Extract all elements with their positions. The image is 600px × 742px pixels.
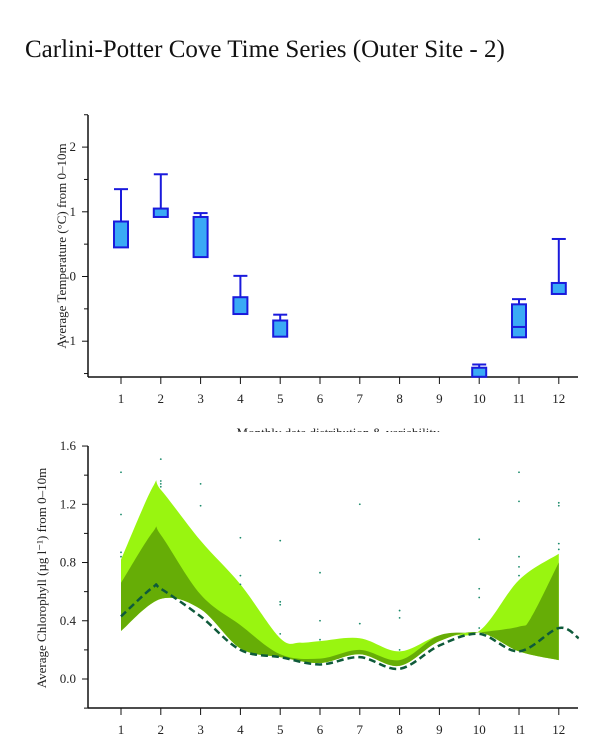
data-point	[159, 482, 162, 485]
data-point	[279, 600, 282, 603]
data-point	[159, 480, 162, 482]
x-tick-label: 3	[197, 722, 204, 737]
data-point	[279, 603, 282, 606]
y-tick-label: 0.8	[60, 555, 76, 570]
x-tick-label: 10	[473, 391, 486, 406]
data-point	[319, 571, 321, 574]
data-point	[279, 632, 282, 635]
y-tick-label: -1	[65, 333, 76, 348]
box	[550, 281, 567, 295]
x-axis-label: Monthly data distribution & variability	[237, 425, 440, 432]
box	[113, 220, 129, 249]
data-point	[120, 555, 122, 558]
data-point	[398, 648, 401, 651]
data-point	[239, 536, 242, 539]
data-point	[398, 609, 401, 612]
x-tick-label: 11	[513, 391, 526, 406]
y-tick-label: 0.0	[60, 671, 76, 686]
x-tick-label: 6	[317, 722, 324, 737]
x-tick-label: 8	[396, 722, 403, 737]
data-point	[557, 501, 560, 504]
data-point	[319, 638, 321, 641]
data-point	[358, 622, 361, 625]
data-point	[199, 504, 202, 507]
data-point	[518, 471, 520, 474]
data-point	[398, 616, 401, 619]
data-point	[159, 458, 162, 461]
data-point	[120, 551, 122, 554]
y-axis-label: Average Chlorophyll (µg l⁻¹) from 0–10m	[34, 468, 49, 689]
data-point	[557, 548, 560, 551]
inner-band	[121, 526, 559, 667]
y-tick-label: 0.4	[60, 613, 77, 628]
x-tick-label: 10	[473, 722, 486, 737]
x-tick-label: 12	[552, 391, 565, 406]
data-point	[518, 555, 520, 558]
x-tick-label: 12	[552, 722, 565, 737]
x-tick-label: 1	[118, 391, 125, 406]
x-tick-label: 11	[513, 722, 526, 737]
y-tick-label: 1.6	[60, 438, 77, 453]
data-point	[478, 587, 481, 590]
data-point	[319, 619, 321, 622]
x-tick-label: 9	[436, 722, 443, 737]
data-point	[239, 574, 242, 577]
box	[192, 215, 209, 259]
x-tick-label: 6	[317, 391, 324, 406]
box	[152, 207, 169, 218]
data-point	[518, 565, 520, 568]
y-tick-label: 1.2	[60, 496, 76, 511]
x-tick-label: 5	[277, 722, 284, 737]
data-point	[478, 538, 481, 541]
x-tick-label: 5	[277, 391, 284, 406]
box	[272, 319, 289, 338]
data-point	[199, 482, 202, 485]
x-tick-label: 8	[396, 391, 403, 406]
x-tick-label: 2	[158, 391, 165, 406]
data-point	[518, 500, 520, 503]
data-point	[518, 574, 520, 577]
data-point	[120, 471, 122, 474]
chart-title: Carlini-Potter Cove Time Series (Outer S…	[25, 36, 505, 63]
y-tick-label: 0	[70, 269, 77, 284]
data-point	[478, 596, 481, 599]
x-tick-label: 2	[158, 722, 165, 737]
mean-line	[120, 583, 580, 671]
x-tick-label: 4	[237, 722, 244, 737]
y-tick-label: 2	[70, 139, 77, 154]
data-point	[557, 504, 560, 507]
data-point	[239, 583, 242, 586]
data-point	[358, 503, 361, 506]
data-point	[557, 542, 560, 545]
x-tick-label: 9	[436, 391, 443, 406]
data-point	[159, 485, 162, 488]
x-tick-label: 4	[237, 391, 244, 406]
box	[471, 366, 488, 378]
y-axis-label: Average Temperature (°C) from 0–10m	[54, 143, 69, 348]
x-tick-label: 1	[118, 722, 125, 737]
x-tick-label: 3	[197, 391, 204, 406]
box	[511, 303, 527, 339]
x-tick-label: 7	[357, 722, 364, 737]
data-point	[279, 539, 282, 542]
box	[232, 296, 249, 316]
y-tick-label: 1	[70, 204, 77, 219]
data-point	[120, 513, 122, 516]
data-point	[478, 627, 481, 629]
x-tick-label: 7	[357, 391, 364, 406]
